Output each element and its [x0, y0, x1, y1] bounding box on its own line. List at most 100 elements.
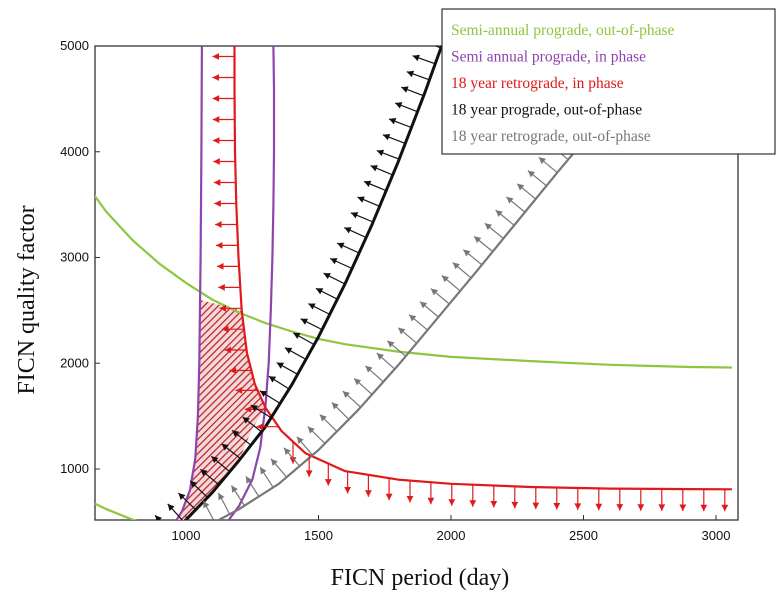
- hatched-region: [176, 299, 266, 520]
- constraint-arrow-3-19-head: [330, 258, 338, 265]
- constraint-arrow-3-5-head: [211, 456, 219, 464]
- constraint-arrow-2-24-head: [385, 493, 393, 501]
- constraint-arrow-3-11-head: [268, 376, 277, 383]
- constraint-arrow-3-12-head: [276, 362, 285, 369]
- constraint-arrow-4-5-head: [271, 458, 278, 466]
- series-line-1-1: [227, 46, 276, 520]
- constraint-arrow-4-14-head: [376, 353, 384, 360]
- constraint-arrow-2-2-head: [212, 95, 220, 102]
- constraint-arrow-2-32-head: [553, 503, 561, 510]
- constraint-arrow-2-22-head: [344, 487, 351, 494]
- y-tick-label: 3000: [60, 250, 89, 265]
- constraint-arrow-4-19-head: [430, 288, 439, 296]
- constraint-arrow-2-35-head: [616, 504, 624, 511]
- series-line-0-1: [95, 502, 138, 520]
- constraint-arrow-2-30-head: [511, 501, 519, 509]
- constraint-arrow-4-4-head: [260, 467, 267, 475]
- constraint-arrow-4-28-head: [527, 170, 536, 178]
- constraint-arrow-2-0-head: [212, 53, 219, 60]
- constraint-arrow-2-17-head: [244, 406, 252, 413]
- constraint-arrow-4-2-head: [231, 485, 238, 493]
- constraint-arrow-3-17-head: [315, 288, 324, 295]
- constraint-arrow-3-20-head: [337, 242, 345, 249]
- constraint-arrow-2-6-head: [213, 179, 221, 186]
- constraint-arrow-3-2-head: [178, 493, 186, 500]
- constraint-arrow-4-0-head: [203, 500, 210, 509]
- constraint-arrow-3-10-head: [259, 390, 268, 398]
- series-line-1-0: [175, 46, 203, 520]
- constraint-arrow-2-12-head: [219, 304, 226, 312]
- legend-entry: Semi annual prograde, in phase: [451, 49, 646, 66]
- y-tick-label: 5000: [60, 38, 89, 53]
- constraint-arrow-4-21-head: [452, 262, 460, 270]
- constraint-arrow-2-9-head: [216, 242, 223, 249]
- legend-box: [441, 8, 776, 155]
- constraint-arrow-2-15-head: [229, 367, 236, 374]
- constraint-arrow-2-29-head: [490, 501, 498, 508]
- series-line-3-0: [183, 46, 444, 520]
- x-axis-title: FICN period (day): [331, 565, 510, 591]
- constraint-arrow-2-27-head: [448, 499, 456, 506]
- constraint-arrow-2-33-head: [574, 503, 582, 510]
- y-tick-label: 1000: [60, 461, 89, 476]
- constraint-arrow-3-25-head: [370, 165, 378, 172]
- y-tick-label: 2000: [60, 355, 89, 370]
- constraint-arrow-4-3-head: [245, 476, 253, 484]
- constraint-arrow-4-26-head: [506, 196, 514, 204]
- constraint-arrow-4-17-head: [409, 314, 417, 322]
- constraint-arrow-4-15-head: [387, 340, 395, 348]
- constraint-arrow-2-40-head: [721, 504, 729, 512]
- constraint-arrow-2-8-head: [215, 221, 222, 228]
- constraint-arrow-2-13-head: [222, 325, 229, 333]
- constraint-arrow-2-14-head: [224, 346, 232, 354]
- constraint-arrow-2-4-head: [212, 137, 220, 144]
- constraint-arrow-2-18-head: [256, 423, 263, 431]
- constraint-arrow-2-5-head: [213, 158, 220, 165]
- constraint-arrow-3-32-head: [412, 54, 420, 62]
- constraint-arrow-4-12-head: [354, 378, 362, 386]
- constraint-arrow-2-23-head: [365, 490, 372, 497]
- legend-entry: 18 year retrograde, in phase: [451, 75, 624, 92]
- series-line-2-0: [233, 46, 732, 491]
- constraint-arrow-2-7-head: [214, 200, 221, 207]
- constraint-arrow-3-16-head: [308, 303, 316, 310]
- constraint-arrow-3-3-head: [190, 480, 198, 488]
- constraint-arrow-2-3-head: [212, 116, 220, 123]
- constraint-arrow-3-27-head: [382, 133, 391, 141]
- constraint-arrow-4-29-head: [538, 157, 546, 165]
- constraint-arrow-2-1-head: [212, 74, 219, 81]
- constraint-arrow-3-23-head: [357, 196, 365, 203]
- constraint-arrow-4-6-head: [284, 447, 291, 455]
- x-tick-label: 2500: [569, 528, 598, 543]
- constraint-arrow-3-9-head: [250, 405, 259, 412]
- legend-entry: 18 year prograde, out-of-phase: [451, 102, 642, 119]
- constraint-arrow-3-14-head: [293, 332, 301, 340]
- x-tick-label: 1000: [172, 528, 201, 543]
- legend-entry: 18 year retrograde, out-of-phase: [451, 128, 651, 145]
- constraint-arrow-4-24-head: [484, 223, 492, 231]
- constraint-arrow-4-8-head: [307, 426, 315, 434]
- constraint-arrow-4-10-head: [331, 402, 339, 410]
- constraint-arrow-2-16-head: [235, 387, 243, 394]
- constraint-arrow-2-19-head: [289, 457, 297, 464]
- constraint-arrow-2-39-head: [700, 504, 708, 512]
- constraint-arrow-3-7-head: [232, 430, 240, 438]
- constraint-arrow-2-26-head: [427, 497, 435, 505]
- constraint-arrow-3-1-head: [167, 503, 175, 512]
- constraint-arrow-2-11-head: [218, 284, 225, 291]
- constraint-arrow-3-22-head: [350, 212, 359, 219]
- legend: Semi-annual prograde, out-of-phase Semi a…: [441, 8, 776, 155]
- x-tick-label: 2000: [437, 528, 466, 543]
- constraint-arrow-4-23-head: [474, 236, 482, 244]
- constraint-arrow-3-33-head: [419, 39, 426, 45]
- constraint-arrow-2-34-head: [595, 503, 603, 511]
- constraint-arrow-3-13-head: [284, 347, 293, 354]
- constraint-arrow-2-28-head: [469, 500, 477, 507]
- constraint-arrow-3-0-head: [155, 515, 162, 520]
- constraint-arrow-2-10-head: [217, 263, 224, 270]
- constraint-arrow-2-37-head: [658, 504, 666, 511]
- constraint-arrow-2-36-head: [637, 504, 645, 511]
- constraint-arrow-3-6-head: [221, 443, 229, 451]
- y-axis-title: FICN quality factor: [14, 205, 40, 394]
